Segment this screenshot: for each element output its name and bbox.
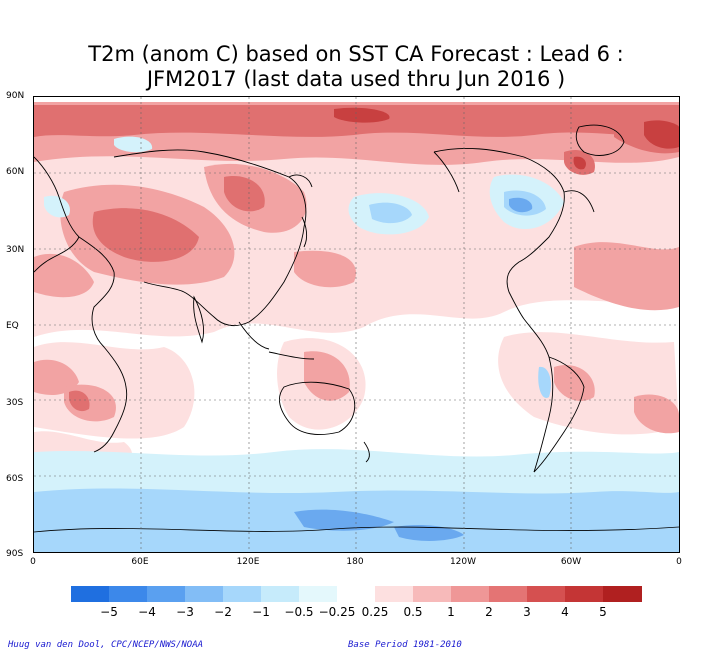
temperature-anomaly-map: [33, 96, 680, 553]
lon-label-120w: 120W: [449, 557, 477, 567]
colorbar-swatch: [109, 586, 148, 602]
lon-label-0-east: 0: [676, 557, 682, 567]
colorbar-swatch: [565, 586, 604, 602]
lon-label-120e: 120E: [236, 557, 260, 567]
colorbar-swatch: [337, 586, 376, 602]
lat-label-30s: 30S: [6, 398, 24, 408]
lat-label-60n: 60N: [6, 167, 25, 177]
map-title-line1: T2m (anom C) based on SST CA Forecast : …: [88, 42, 624, 66]
colorbar-label: −0.5: [284, 605, 314, 619]
lat-label-90s: 90S: [6, 549, 24, 559]
colorbar-label: −2: [214, 605, 232, 619]
colorbar-swatch: [223, 586, 262, 602]
anomaly-strong-cool: [294, 197, 533, 541]
colorbar-label: 5: [599, 605, 607, 619]
colorbar-swatch: [603, 586, 642, 602]
base-period-note: Base Period 1981-2010: [348, 640, 462, 650]
coastlines: [34, 124, 625, 473]
colorbar-label: −0.25: [318, 605, 356, 619]
colorbar-label: 3: [523, 605, 531, 619]
colorbar-swatch: [261, 586, 300, 602]
colorbar-swatch: [185, 586, 224, 602]
colorbar-label: −1: [252, 605, 270, 619]
graticule: [34, 97, 679, 552]
antarctica-coastline: [34, 526, 679, 533]
colorbar-swatch: [489, 586, 528, 602]
colorbar-label: −3: [176, 605, 194, 619]
lat-label-30n: 30N: [6, 245, 25, 255]
map-title-line2: JFM2017 (last data used thru Jun 2016 ): [146, 67, 566, 91]
map-canvas: [34, 97, 679, 552]
colorbar-label: 0.5: [403, 605, 423, 619]
colorbar-label: 1: [447, 605, 455, 619]
colorbar-swatch: [147, 586, 186, 602]
colorbar-label: −4: [138, 605, 156, 619]
colorbar-swatch: [413, 586, 452, 602]
lat-label-90n: 90N: [6, 91, 25, 101]
lat-label-eq: EQ: [6, 321, 19, 331]
colorbar-label: 2: [485, 605, 493, 619]
lon-label-60w: 60W: [560, 557, 582, 567]
colorbar-swatch: [375, 586, 414, 602]
colorbar-label: −5: [100, 605, 118, 619]
colorbar-label: 4: [561, 605, 569, 619]
lon-label-60e: 60E: [131, 557, 149, 567]
colorbar-swatch: [299, 586, 338, 602]
lat-label-60s: 60S: [6, 474, 24, 484]
colorbar-swatch: [71, 586, 110, 602]
anomaly-deep-warm: [334, 107, 679, 170]
author-credit: Huug van den Dool, CPC/NCEP/NWS/NOAA: [8, 640, 204, 650]
colorbar-label: 0.25: [361, 605, 389, 619]
lon-label-0: 0: [30, 557, 36, 567]
colorbar-swatch: [451, 586, 490, 602]
lon-label-180: 180: [346, 557, 364, 567]
colorbar-swatch: [527, 586, 566, 602]
